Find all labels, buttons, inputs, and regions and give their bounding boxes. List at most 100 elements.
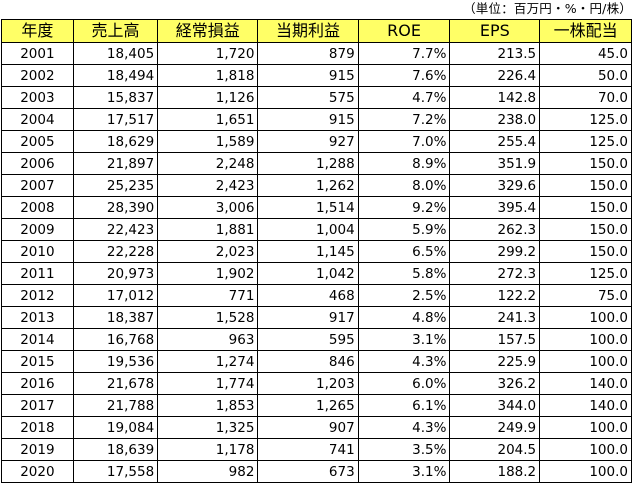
dividend-cell: 125.0	[539, 130, 632, 153]
sales-cell: 15,837	[72, 86, 159, 109]
table-row: 2018 19,084 1,325 907 4.3% 249.9 100.0	[1, 416, 632, 439]
dividend-cell: 140.0	[539, 394, 632, 417]
ordinary-profit-cell: 1,325	[157, 416, 259, 439]
year-cell: 2020	[1, 460, 74, 483]
ordinary-profit-cell: 1,818	[157, 64, 259, 87]
eps-cell: 225.9	[449, 350, 541, 373]
sales-cell: 18,494	[72, 64, 159, 87]
eps-cell: 249.9	[449, 416, 541, 439]
ordinary-profit-cell: 1,651	[157, 108, 259, 131]
roe-cell: 5.9%	[357, 218, 451, 241]
ordinary-profit-cell: 2,248	[157, 152, 259, 175]
net-income-cell: 1,514	[257, 196, 359, 219]
table-row: 2002 18,494 1,818 915 7.6% 226.4 50.0	[1, 64, 632, 87]
roe-cell: 7.7%	[357, 42, 451, 65]
sales-cell: 22,228	[72, 240, 159, 263]
net-income-cell: 468	[257, 284, 359, 307]
header-row: 年度 売上高 経常損益 当期利益 ROE EPS 一株配当	[1, 19, 632, 43]
eps-cell: 213.5	[449, 42, 541, 65]
eps-cell: 238.0	[449, 108, 541, 131]
sales-cell: 19,536	[72, 350, 159, 373]
sales-cell: 17,517	[72, 108, 159, 131]
ordinary-profit-cell: 1,178	[157, 438, 259, 461]
roe-cell: 2.5%	[357, 284, 451, 307]
eps-cell: 241.3	[449, 306, 541, 329]
net-income-cell: 1,203	[257, 372, 359, 395]
sales-cell: 21,788	[72, 394, 159, 417]
dividend-cell: 50.0	[539, 64, 632, 87]
eps-cell: 272.3	[449, 262, 541, 285]
year-cell: 2017	[1, 394, 74, 417]
sales-cell: 16,768	[72, 328, 159, 351]
table-row: 2006 21,897 2,248 1,288 8.9% 351.9 150.0	[1, 152, 632, 175]
net-income-cell: 1,288	[257, 152, 359, 175]
year-cell: 2003	[1, 86, 74, 109]
dividend-cell: 100.0	[539, 460, 632, 483]
roe-cell: 7.2%	[357, 108, 451, 131]
eps-cell: 204.5	[449, 438, 541, 461]
ordinary-profit-cell: 2,023	[157, 240, 259, 263]
net-income-cell: 917	[257, 306, 359, 329]
ordinary-profit-cell: 982	[157, 460, 259, 483]
sales-cell: 22,423	[72, 218, 159, 241]
eps-cell: 299.2	[449, 240, 541, 263]
roe-cell: 4.3%	[357, 350, 451, 373]
table-row: 2009 22,423 1,881 1,004 5.9% 262.3 150.0	[1, 218, 632, 241]
net-income-cell: 907	[257, 416, 359, 439]
table-row: 2005 18,629 1,589 927 7.0% 255.4 125.0	[1, 130, 632, 153]
ordinary-profit-cell: 1,774	[157, 372, 259, 395]
net-income-cell: 575	[257, 86, 359, 109]
ordinary-profit-cell: 1,589	[157, 130, 259, 153]
table-row: 2004 17,517 1,651 915 7.2% 238.0 125.0	[1, 108, 632, 131]
net-income-cell: 1,042	[257, 262, 359, 285]
year-cell: 2018	[1, 416, 74, 439]
year-cell: 2012	[1, 284, 74, 307]
dividend-cell: 140.0	[539, 372, 632, 395]
roe-cell: 6.0%	[357, 372, 451, 395]
roe-cell: 4.8%	[357, 306, 451, 329]
dividend-cell: 100.0	[539, 416, 632, 439]
sales-cell: 18,405	[72, 42, 159, 65]
sales-cell: 20,973	[72, 262, 159, 285]
year-cell: 2008	[1, 196, 74, 219]
net-income-cell: 879	[257, 42, 359, 65]
net-income-cell: 1,145	[257, 240, 359, 263]
roe-cell: 8.0%	[357, 174, 451, 197]
eps-cell: 157.5	[449, 328, 541, 351]
year-cell: 2002	[1, 64, 74, 87]
dividend-cell: 150.0	[539, 240, 632, 263]
net-income-cell: 1,265	[257, 394, 359, 417]
year-cell: 2015	[1, 350, 74, 373]
eps-cell: 255.4	[449, 130, 541, 153]
dividend-cell: 70.0	[539, 86, 632, 109]
dividend-cell: 150.0	[539, 196, 632, 219]
roe-cell: 4.7%	[357, 86, 451, 109]
eps-cell: 326.2	[449, 372, 541, 395]
eps-cell: 142.8	[449, 86, 541, 109]
net-income-cell: 915	[257, 64, 359, 87]
table-row: 2001 18,405 1,720 879 7.7% 213.5 45.0	[1, 42, 632, 65]
table-row: 2010 22,228 2,023 1,145 6.5% 299.2 150.0	[1, 240, 632, 263]
roe-cell: 6.5%	[357, 240, 451, 263]
year-cell: 2001	[1, 42, 74, 65]
eps-cell: 344.0	[449, 394, 541, 417]
roe-cell: 3.5%	[357, 438, 451, 461]
sales-cell: 21,678	[72, 372, 159, 395]
roe-cell: 7.0%	[357, 130, 451, 153]
header-roe: ROE	[357, 19, 451, 43]
ordinary-profit-cell: 1,274	[157, 350, 259, 373]
header-net-income: 当期利益	[257, 19, 359, 43]
dividend-cell: 125.0	[539, 262, 632, 285]
ordinary-profit-cell: 963	[157, 328, 259, 351]
table-row: 2017 21,788 1,853 1,265 6.1% 344.0 140.0	[1, 394, 632, 417]
sales-cell: 21,897	[72, 152, 159, 175]
year-cell: 2014	[1, 328, 74, 351]
table-row: 2007 25,235 2,423 1,262 8.0% 329.6 150.0	[1, 174, 632, 197]
header-eps: EPS	[449, 19, 541, 43]
year-cell: 2011	[1, 262, 74, 285]
table-row: 2014 16,768 963 595 3.1% 157.5 100.0	[1, 328, 632, 351]
table-row: 2013 18,387 1,528 917 4.8% 241.3 100.0	[1, 306, 632, 329]
year-cell: 2009	[1, 218, 74, 241]
sales-cell: 18,639	[72, 438, 159, 461]
eps-cell: 329.6	[449, 174, 541, 197]
